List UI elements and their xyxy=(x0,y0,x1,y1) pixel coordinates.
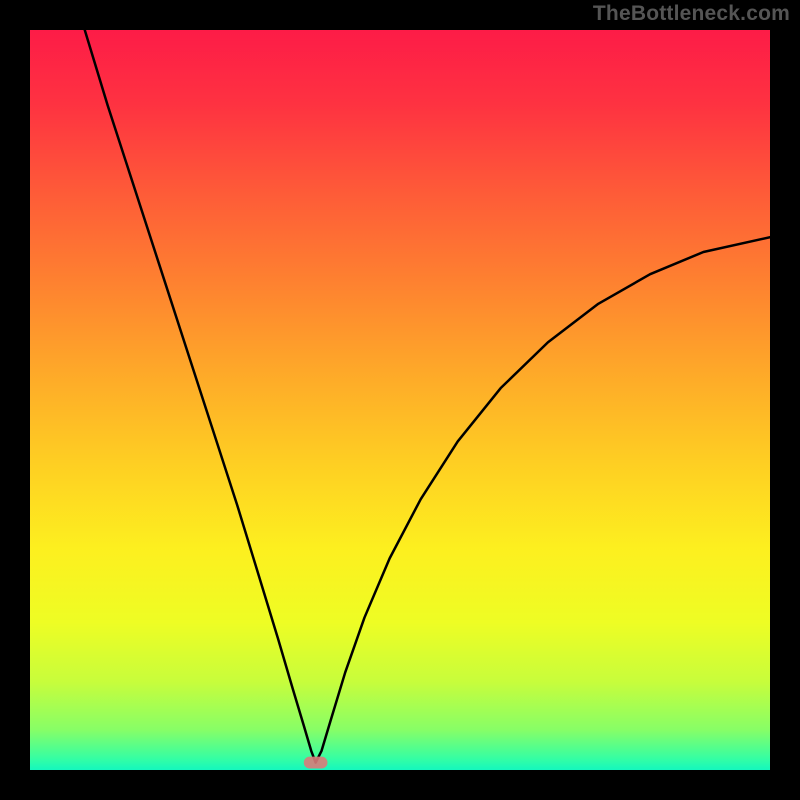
optimum-marker xyxy=(304,757,328,769)
watermark-text: TheBottleneck.com xyxy=(593,2,790,26)
gradient-background xyxy=(30,30,770,770)
plot-area xyxy=(30,30,770,770)
chart-frame: TheBottleneck.com xyxy=(0,0,800,800)
bottleneck-curve-chart xyxy=(30,30,770,770)
